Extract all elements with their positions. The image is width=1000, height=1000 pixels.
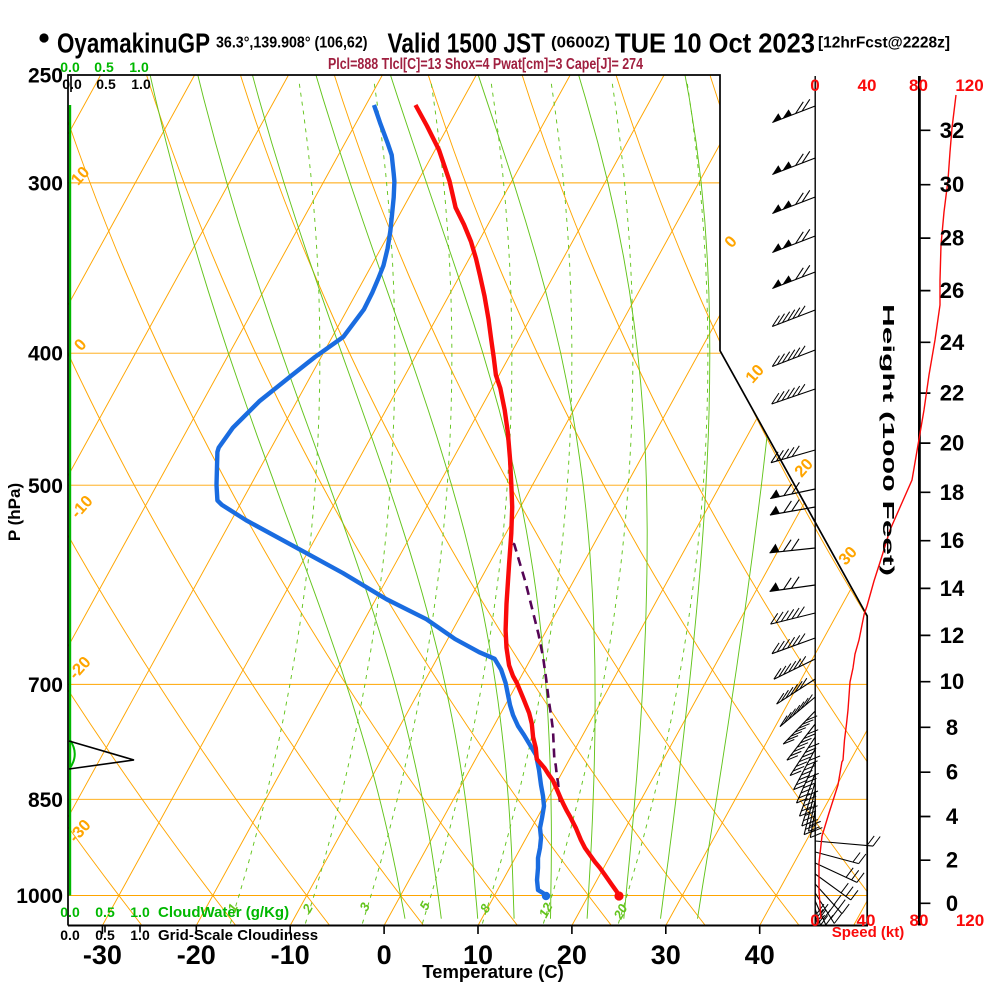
svg-text:40: 40 [745,940,775,970]
svg-text:14: 14 [940,576,965,601]
svg-text:18: 18 [940,480,964,505]
svg-text:0.0: 0.0 [60,904,80,920]
svg-text:22: 22 [940,381,964,406]
svg-text:0.5: 0.5 [96,76,116,92]
svg-text:250: 250 [28,65,63,88]
svg-text:1.0: 1.0 [130,927,150,943]
svg-text:40: 40 [858,76,877,95]
svg-text:16: 16 [940,528,964,553]
svg-text:20: 20 [557,940,587,970]
svg-text:1.0: 1.0 [131,76,151,92]
svg-text:20: 20 [940,431,964,456]
svg-text:26: 26 [940,278,964,303]
svg-text:P (hPa): P (hPa) [5,483,24,541]
svg-text:OyamakinuGP: OyamakinuGP [57,28,210,59]
svg-text:20: 20 [610,901,631,922]
svg-text:(0600Z): (0600Z) [551,35,610,52]
svg-text:0.5: 0.5 [95,927,115,943]
svg-text:36.3°,139.908° (106,62): 36.3°,139.908° (106,62) [216,35,368,52]
svg-text:Height (1000 Feet): Height (1000 Feet) [879,304,896,576]
svg-text:120: 120 [955,76,983,95]
svg-text:24: 24 [940,330,965,355]
svg-text:-20: -20 [177,940,216,970]
svg-text:1.0: 1.0 [129,59,149,75]
svg-text:30: 30 [651,940,681,970]
svg-text:1.0: 1.0 [130,904,150,920]
svg-text:6: 6 [946,760,958,785]
svg-text:4: 4 [946,804,959,829]
svg-text:1000: 1000 [16,885,63,908]
svg-text:0.5: 0.5 [95,904,115,920]
svg-text:Grid-Scale Cloudiness: Grid-Scale Cloudiness [158,927,318,944]
svg-text:80: 80 [910,911,929,930]
svg-text:30: 30 [940,172,964,197]
svg-text:0.5: 0.5 [94,59,114,75]
svg-text:0.0: 0.0 [62,76,82,92]
svg-text:0: 0 [810,76,819,95]
svg-text:CloudWater (g/Kg): CloudWater (g/Kg) [158,904,289,921]
svg-text:32: 32 [940,118,964,143]
svg-text:0.0: 0.0 [60,59,80,75]
svg-text:12: 12 [940,623,964,648]
svg-text:850: 850 [28,789,63,812]
svg-text:40: 40 [857,911,876,930]
svg-text:0: 0 [946,891,958,916]
svg-text:-10: -10 [271,940,310,970]
svg-text:0: 0 [377,940,392,970]
svg-text:Plcl=888 Tlcl[C]=13 Shox=4 Pwa: Plcl=888 Tlcl[C]=13 Shox=4 Pwat[cm]=3 Ca… [328,56,643,73]
svg-text:Valid 1500 JST: Valid 1500 JST [388,28,546,59]
svg-text:80: 80 [909,76,928,95]
svg-text:400: 400 [28,343,63,366]
svg-text:2: 2 [946,848,958,873]
svg-text:10: 10 [940,669,964,694]
svg-text:10: 10 [463,940,493,970]
svg-text:28: 28 [940,226,964,251]
svg-text:0.0: 0.0 [60,927,80,943]
svg-text:120: 120 [956,911,984,930]
svg-text:500: 500 [28,475,63,498]
svg-text:[12hrFcst@2228z]: [12hrFcst@2228z] [818,35,950,52]
svg-text:Temperature (C): Temperature (C) [422,961,564,982]
svg-text:TUE 10 Oct 2023: TUE 10 Oct 2023 [615,28,815,59]
svg-text:0: 0 [810,911,819,930]
svg-text:300: 300 [28,172,63,195]
svg-text:Speed (kt): Speed (kt) [832,924,905,941]
svg-text:-30: -30 [83,940,122,970]
svg-text:8: 8 [946,715,958,740]
svg-text:700: 700 [28,674,63,697]
